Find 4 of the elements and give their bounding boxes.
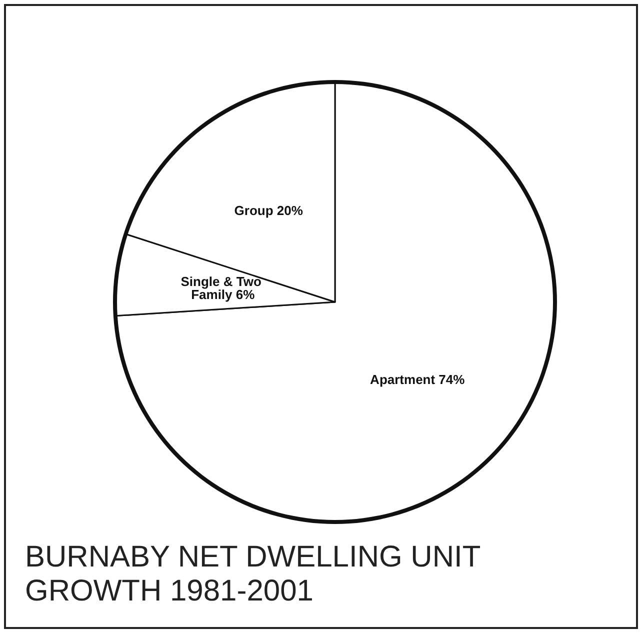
slice-label: Apartment 74% [370, 372, 466, 387]
slice-label: Group 20% [234, 203, 304, 218]
text: BURNABY NET DWELLING UNIT GROWTH 1981-2001 [25, 540, 488, 608]
slice-label: Single & Two Family 6% [180, 274, 266, 302]
